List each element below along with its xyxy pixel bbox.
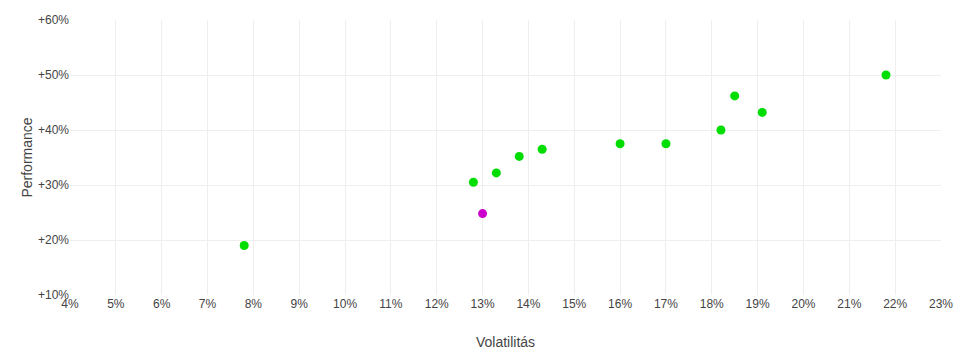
svg-text:5%: 5% [107,297,125,311]
svg-text:Volatilitás: Volatilitás [476,334,535,350]
svg-text:19%: 19% [746,297,770,311]
svg-text:+30%: +30% [38,178,69,192]
svg-text:+10%: +10% [38,288,69,302]
svg-text:18%: 18% [700,297,724,311]
svg-text:13%: 13% [471,297,495,311]
svg-text:23%: 23% [929,297,953,311]
svg-text:12%: 12% [425,297,449,311]
svg-text:17%: 17% [654,297,678,311]
svg-text:7%: 7% [199,297,217,311]
svg-text:9%: 9% [291,297,309,311]
svg-text:22%: 22% [883,297,907,311]
svg-text:15%: 15% [562,297,586,311]
svg-text:10%: 10% [333,297,357,311]
svg-text:+50%: +50% [38,68,69,82]
svg-text:20%: 20% [791,297,815,311]
svg-text:16%: 16% [608,297,632,311]
svg-text:14%: 14% [516,297,540,311]
svg-text:4%: 4% [61,297,79,311]
svg-text:21%: 21% [837,297,861,311]
svg-text:6%: 6% [153,297,171,311]
svg-text:Performance: Performance [19,117,35,197]
svg-text:8%: 8% [245,297,263,311]
svg-text:+40%: +40% [38,123,69,137]
svg-text:+60%: +60% [38,13,69,27]
svg-text:11%: 11% [379,297,402,311]
svg-text:+20%: +20% [38,233,69,247]
